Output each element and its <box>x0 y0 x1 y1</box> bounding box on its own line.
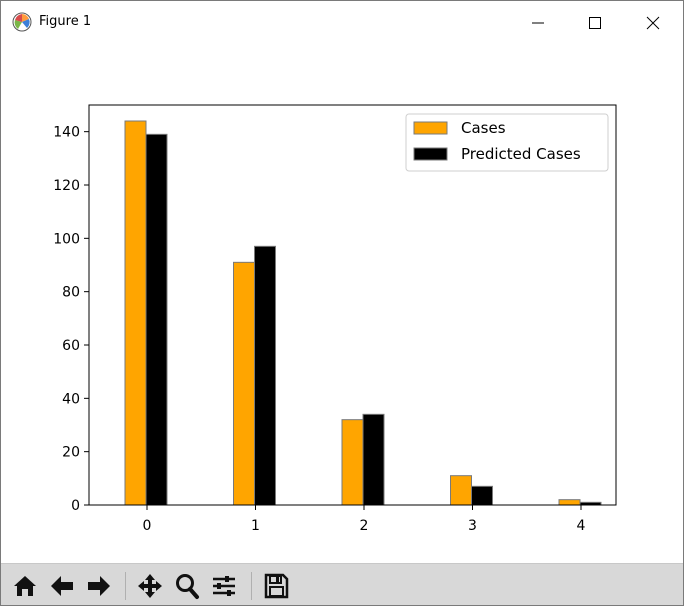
bar-cases <box>233 261 255 506</box>
forward-button[interactable] <box>83 570 115 602</box>
bar-cases <box>124 120 147 506</box>
move-icon <box>138 574 162 598</box>
home-button[interactable] <box>9 570 41 602</box>
back-button[interactable] <box>46 570 78 602</box>
close-button[interactable] <box>624 1 682 45</box>
floppy-icon <box>264 573 289 599</box>
title-bar[interactable]: Figure 1 <box>1 1 683 45</box>
y-tick-label: 40 <box>62 391 80 407</box>
arrow-right-icon <box>88 576 110 596</box>
bar-cases <box>450 475 472 506</box>
bar-predicted-cases <box>145 133 168 506</box>
figure-canvas[interactable]: 0 20 40 60 80 100 120 140 0 1 2 3 4 Cases Predicted Ca… <box>1 45 683 563</box>
y-tick-label: 100 <box>53 231 80 247</box>
save-button[interactable] <box>260 570 292 602</box>
legend-swatch-cases <box>413 121 448 135</box>
bar-predicted-cases <box>471 485 493 506</box>
x-tick-label: 1 <box>251 518 260 534</box>
legend-label-cases: Cases <box>461 119 506 137</box>
bar-predicted-cases <box>254 245 276 506</box>
zoom-button[interactable] <box>171 570 203 602</box>
y-tick-label: 60 <box>62 338 80 354</box>
pan-button[interactable] <box>134 570 166 602</box>
x-tick-label: 4 <box>577 518 586 534</box>
bar-chart: 0 20 40 60 80 100 120 140 0 1 2 3 4 Cases Predicted Ca… <box>53 104 617 534</box>
sliders-icon <box>213 576 235 596</box>
y-tick-label: 20 <box>62 445 80 461</box>
arrow-left-icon <box>51 576 73 596</box>
toolbar-separator <box>125 572 126 600</box>
minimize-icon <box>532 22 544 24</box>
window-title: Figure 1 <box>39 14 92 29</box>
maximize-button[interactable] <box>566 1 624 45</box>
navigation-toolbar <box>1 563 683 605</box>
home-icon <box>14 576 36 596</box>
y-tick-label: 80 <box>62 285 80 301</box>
x-tick-label: 2 <box>360 518 369 534</box>
y-tick-label: 120 <box>53 178 80 194</box>
x-tick-label: 0 <box>143 518 152 534</box>
legend-label-predicted-cases: Predicted Cases <box>461 145 581 163</box>
close-icon <box>646 16 660 30</box>
toolbar-separator <box>251 572 252 600</box>
legend-swatch-predicted-cases <box>413 147 448 161</box>
x-tick-label: 3 <box>468 518 477 534</box>
y-tick-label: 140 <box>53 125 80 141</box>
bar-cases <box>341 419 364 506</box>
maximize-icon <box>589 17 601 29</box>
minimize-button[interactable] <box>509 1 567 45</box>
magnifier-icon <box>176 574 199 599</box>
matplotlib-logo-icon <box>12 12 32 32</box>
bar-predicted-cases <box>362 413 385 506</box>
bar-cases <box>558 499 581 506</box>
y-tick-label: 0 <box>71 498 80 514</box>
legend-box <box>405 113 609 172</box>
plot-frame <box>88 104 617 506</box>
configure-subplots-button[interactable] <box>208 570 240 602</box>
